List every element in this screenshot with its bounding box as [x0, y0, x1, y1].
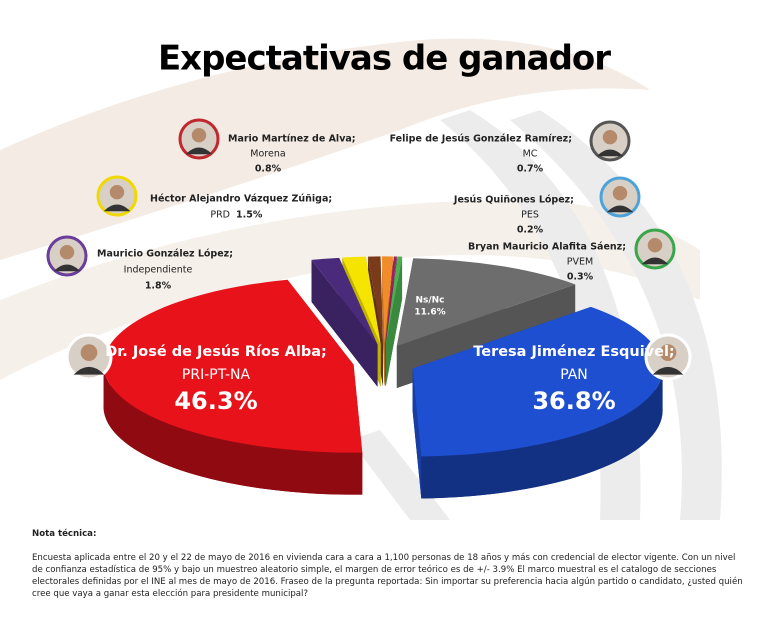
value-label: 0.2% [517, 225, 544, 236]
portrait-head [80, 344, 98, 361]
pie-slice [385, 256, 397, 345]
portrait-body [652, 366, 684, 375]
pie-slice [367, 256, 383, 345]
portrait-head [191, 127, 207, 143]
portrait-head [647, 237, 663, 253]
portrait-body [606, 205, 634, 213]
portrait-head [602, 129, 618, 145]
note-title: Nota técnica: [32, 529, 97, 539]
party-label: PRI-PT-NA [182, 367, 251, 383]
value-label: 0.7% [517, 164, 544, 175]
party-label: Independiente [124, 265, 193, 276]
party-label: PVEM [567, 257, 593, 268]
portrait-head [612, 185, 628, 201]
portrait-head [659, 344, 677, 361]
value-label: 46.3% [174, 387, 257, 415]
candidate-name: Teresa Jiménez Esquivel; [473, 344, 674, 360]
pie-slice [342, 256, 381, 345]
candidate-name: Mauricio González López; [97, 249, 233, 260]
party-label: PRD [210, 210, 230, 221]
slice-group [311, 257, 378, 387]
pie-slice [385, 256, 403, 345]
portrait-body [185, 147, 213, 155]
candidate-name: Felipe de Jesús González Ramírez; [390, 134, 572, 145]
background-swoosh [0, 38, 650, 261]
candidate-name: Mario Martínez de Alva; [228, 134, 356, 145]
pie-slice [381, 256, 393, 345]
party-label: PES [521, 210, 539, 221]
portrait-body [73, 366, 105, 375]
pie-slice [103, 279, 363, 453]
pie-slice [412, 306, 663, 457]
slice-side [103, 364, 363, 495]
portrait-body [596, 149, 624, 157]
candidate-name: Dr. José de Jesús Ríos Alba; [105, 344, 327, 360]
party-label: PAN [560, 367, 588, 383]
slice-wall [385, 256, 403, 387]
value-label: 11.6% [414, 308, 445, 318]
note-text: Encuesta aplicada entre el 20 y el 22 de… [32, 553, 743, 599]
background-swoosh [0, 200, 700, 380]
note: Nota técnica: Encuesta aplicada entre el… [32, 528, 744, 600]
chart-title: Expectativas de ganador [158, 39, 611, 79]
party-label: MC [523, 149, 538, 160]
candidate-name: Ns/Nc [415, 296, 444, 306]
portrait-body [103, 204, 131, 212]
slice-wall [412, 368, 422, 499]
value-label: 1.8% [145, 281, 172, 292]
candidate-name: Bryan Mauricio Alafita Sáenz; [468, 242, 626, 253]
candidate-name: Jesús Quiñones López; [453, 195, 574, 206]
portrait-head [59, 244, 75, 260]
slice-group [103, 279, 363, 495]
value-label: 36.8% [532, 387, 615, 415]
value-label: 0.8% [255, 164, 282, 175]
value-label: 1.5% [236, 210, 263, 221]
pie-slice [311, 257, 378, 345]
party-label: Morena [250, 149, 285, 160]
slice-group [412, 306, 663, 499]
slice-side [421, 368, 663, 499]
pie-slice [396, 258, 576, 347]
portrait-head [109, 184, 125, 200]
slice-wall [311, 259, 378, 387]
portrait-body [641, 257, 669, 265]
slice-wall [381, 256, 385, 387]
value-label: 0.3% [567, 272, 594, 283]
slice-group [385, 256, 403, 387]
candidate-name: Héctor Alejandro Vázquez Zúñiga; [150, 194, 332, 205]
portrait-body [53, 264, 81, 272]
